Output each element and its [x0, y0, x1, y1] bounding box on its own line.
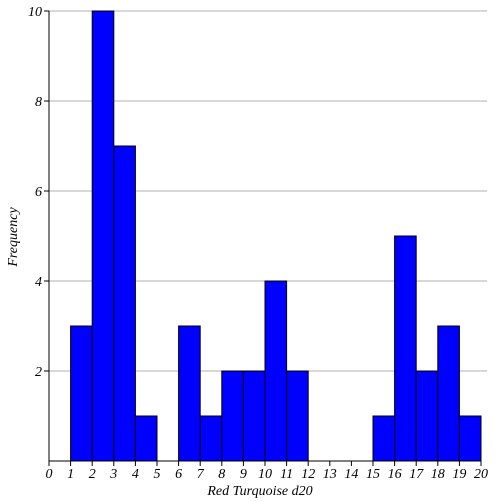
- x-tick-label: 20: [474, 467, 488, 482]
- histogram-bar: [134, 415, 158, 462]
- x-tick-label: 5: [154, 467, 161, 482]
- histogram-bar: [394, 235, 417, 462]
- x-tick-label: 6: [175, 467, 182, 482]
- y-tick-label: 6: [35, 185, 42, 200]
- x-tick-label: 14: [344, 467, 358, 482]
- histogram-bar: [70, 325, 93, 462]
- histogram-bar: [458, 415, 482, 462]
- y-axis-ticks: 2 4 6 8 10: [28, 5, 49, 380]
- histogram-bar: [372, 415, 396, 462]
- bars: [70, 10, 482, 462]
- x-tick-label: 15: [366, 467, 380, 482]
- x-tick-label: 17: [409, 467, 424, 482]
- x-axis-ticks: 0 1 2 3 4 5 6 7 8 9 10 11 12 13 14 15 16 17 18 19 20: [46, 461, 488, 482]
- x-tick-label: 0: [46, 467, 53, 482]
- x-tick-label: 11: [280, 467, 293, 482]
- histogram-bar: [264, 280, 288, 462]
- x-tick-label: 9: [240, 467, 247, 482]
- histogram-bar: [199, 415, 223, 462]
- histogram-bar: [286, 370, 309, 462]
- histogram-bar: [415, 370, 439, 462]
- x-tick-label: 8: [218, 467, 225, 482]
- y-tick-label: 8: [35, 95, 42, 110]
- y-axis-title: Frequency: [6, 207, 21, 268]
- x-tick-label: 3: [109, 467, 117, 482]
- histogram-bar: [91, 10, 115, 462]
- x-tick-label: 13: [323, 467, 337, 482]
- histogram-bar: [178, 325, 201, 462]
- x-tick-label: 2: [89, 467, 96, 482]
- x-tick-label: 10: [258, 467, 272, 482]
- histogram-bar: [221, 370, 244, 462]
- x-tick-label: 4: [132, 467, 139, 482]
- histogram-bar: [437, 325, 460, 462]
- x-tick-label: 7: [197, 467, 205, 482]
- y-tick-label: 4: [35, 275, 42, 290]
- x-tick-label: 12: [301, 467, 315, 482]
- x-tick-label: 16: [388, 467, 402, 482]
- histogram-bar: [113, 145, 136, 462]
- x-tick-label: 18: [431, 467, 445, 482]
- histogram-bar: [242, 370, 266, 462]
- y-tick-label: 2: [35, 365, 42, 380]
- y-tick-label: 10: [28, 5, 42, 20]
- x-axis-title: Red Turquoise d20: [206, 484, 312, 499]
- x-tick-label: 1: [67, 467, 74, 482]
- x-tick-label: 19: [452, 467, 466, 482]
